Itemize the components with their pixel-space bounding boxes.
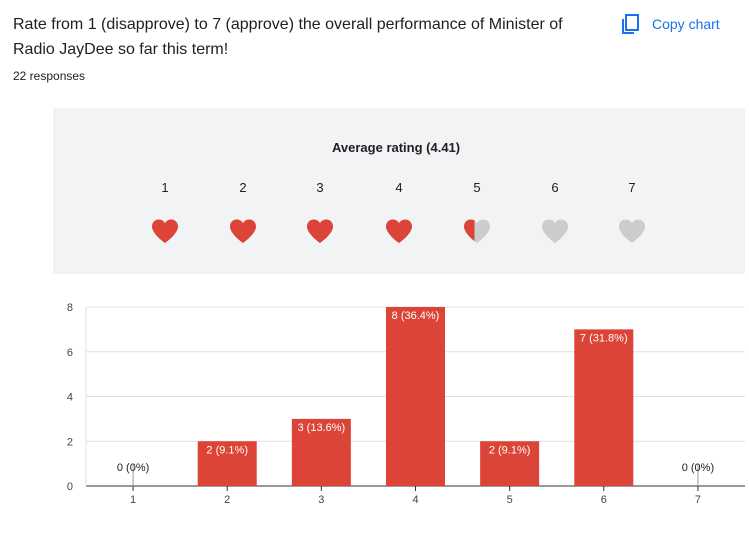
response-count: 22 responses [13,69,86,83]
bar [574,329,634,486]
x-tick-label: 1 [130,494,136,506]
y-tick-label: 8 [67,302,73,314]
bar-data-label: 0 (0%) [117,462,149,474]
copy-icon [620,13,642,35]
y-tick-label: 0 [67,481,73,493]
x-tick-label: 2 [224,494,230,506]
y-tick-label: 2 [67,436,73,448]
heart-icon [542,219,568,243]
response-bar-chart: 0 2 4 6 8 0 (0%) 1 2 (9.1%) 2 3 (13.6%) 3 8 (36.4%)… [67,302,745,506]
bar [291,418,351,486]
y-tick-label: 6 [67,347,73,359]
heart-icon [619,219,645,243]
heart-icon [307,219,333,243]
x-tick-label: 3 [318,494,324,506]
bar-data-label: 7 (31.8%) [580,332,628,344]
heart-icon [152,219,178,243]
bar-data-label: 3 (13.6%) [298,422,346,434]
average-rating-title: Average rating (4.41) [332,140,461,155]
rating-scale-4: 4 [395,180,403,195]
heart-icon [386,219,412,243]
bar-data-label: 2 (9.1%) [489,444,531,456]
rating-scale-2: 2 [239,180,247,195]
copy-chart-button[interactable]: Copy chart [620,10,720,38]
heart-icon [464,219,490,243]
bar [197,441,257,486]
bar-data-label: 8 (36.4%) [392,310,440,322]
bar-data-label: 2 (9.1%) [206,444,248,456]
question-title: Rate from 1 (disapprove) to 7 (approve) … [13,16,563,58]
rating-scale-5: 5 [473,180,481,195]
bar [386,307,445,486]
bar [480,441,540,486]
rating-scale-3: 3 [316,180,324,195]
x-tick-label: 5 [507,494,513,506]
x-tick-label: 4 [412,494,418,506]
copy-chart-label: Copy chart [652,16,720,32]
x-tick-label: 7 [695,494,701,506]
y-tick-label: 4 [67,392,73,404]
rating-scale-1: 1 [161,180,169,195]
heart-icon [230,219,256,243]
bar-data-label: 0 (0%) [682,462,714,474]
rating-scale-7: 7 [628,180,636,195]
average-rating-panel: Average rating (4.41) 1 2 3 4 5 6 7 [53,108,745,274]
x-tick-label: 6 [601,494,607,506]
rating-scale-6: 6 [551,180,559,195]
